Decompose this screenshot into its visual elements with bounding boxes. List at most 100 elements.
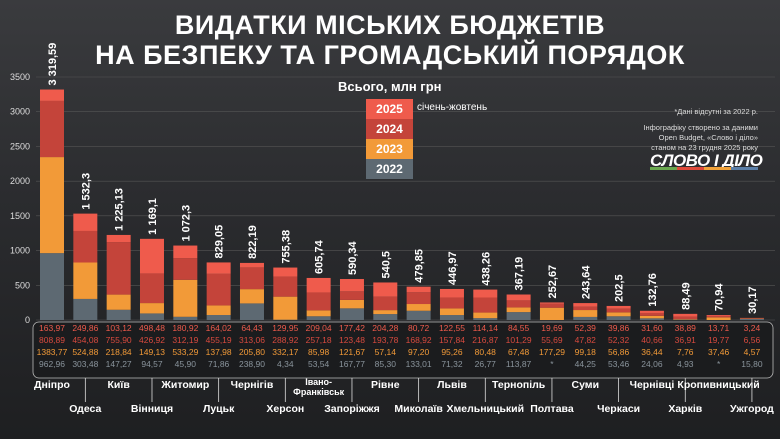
city-label: Вінниця bbox=[131, 403, 173, 415]
value-label-2022: 24,06 bbox=[641, 359, 663, 369]
value-label-2025: 19,69 bbox=[541, 323, 563, 333]
total-label: 605,74 bbox=[314, 239, 326, 274]
legend-title: Всього, млн грн bbox=[338, 79, 442, 94]
bar-segment-2024 bbox=[639, 312, 664, 316]
total-label: 252,67 bbox=[547, 265, 559, 299]
bar-segment-2024 bbox=[573, 306, 598, 311]
total-label: 1 169,1 bbox=[147, 198, 159, 235]
bar-segment-2023 bbox=[539, 307, 564, 320]
city-label: Запоріжжя bbox=[324, 403, 380, 415]
bar-segment-2022 bbox=[139, 313, 164, 320]
value-label-2025: 164,02 bbox=[206, 323, 232, 333]
legend-2023: 2023 bbox=[366, 139, 413, 159]
legend-2025: 2025 bbox=[366, 99, 413, 119]
bar-segment-2023 bbox=[639, 315, 664, 319]
bar-segment-2022 bbox=[373, 314, 398, 320]
value-table bbox=[32, 321, 774, 379]
bar-segment-2024 bbox=[406, 292, 431, 305]
bar-segment-2024 bbox=[439, 297, 464, 309]
y-tick-label: 2000 bbox=[10, 176, 30, 186]
bar-segment-2025 bbox=[439, 288, 464, 298]
city-label: Хмельницький bbox=[446, 403, 524, 415]
bar-segment-2023 bbox=[239, 289, 264, 304]
value-label-2024: 36,91 bbox=[675, 335, 697, 345]
value-label-2023: 524,88 bbox=[72, 347, 98, 357]
value-label-2024: 101,29 bbox=[506, 335, 532, 345]
value-label-2025: 249,86 bbox=[72, 323, 98, 333]
bar-segment-2024 bbox=[373, 296, 398, 311]
bar-segment-2024 bbox=[40, 100, 64, 158]
bar-segment-2022 bbox=[573, 316, 598, 320]
bar-segment-2022 bbox=[73, 298, 98, 320]
y-tick-label: 1500 bbox=[10, 211, 30, 221]
bar-segment-2025 bbox=[339, 279, 364, 292]
value-label-2025: 84,55 bbox=[508, 323, 530, 333]
value-label-2022: 238,90 bbox=[239, 359, 265, 369]
bar-segment-2024 bbox=[273, 276, 298, 297]
bar-segment-2025 bbox=[206, 262, 231, 274]
total-label: 367,19 bbox=[514, 257, 526, 291]
value-label-2025: 39,86 bbox=[608, 323, 630, 333]
value-label-2024: 55,69 bbox=[541, 335, 563, 345]
value-label-2024: 123,48 bbox=[339, 335, 365, 345]
bar-segment-2022 bbox=[506, 312, 531, 320]
bar-segment-2023 bbox=[40, 157, 64, 254]
bar-segment-2024 bbox=[173, 258, 198, 280]
city-label: Тернопіль bbox=[492, 379, 546, 391]
value-label-2022: 85,30 bbox=[375, 359, 397, 369]
value-label-2022: 45,90 bbox=[175, 359, 197, 369]
bar-segment-2025 bbox=[239, 262, 264, 268]
value-label-2022: 113,87 bbox=[506, 359, 532, 369]
value-label-2022: 44,25 bbox=[575, 359, 597, 369]
value-label-2025: 204,28 bbox=[372, 323, 398, 333]
value-label-2023: 36,44 bbox=[641, 347, 663, 357]
value-label-2024: 216,87 bbox=[472, 335, 498, 345]
source-line-2: Open Budget, «Слово і діло» bbox=[658, 133, 758, 142]
value-label-2022: 303,48 bbox=[72, 359, 98, 369]
total-label: 202,5 bbox=[614, 274, 626, 302]
source-line-1: Інфографіку створено за даними bbox=[643, 123, 758, 132]
value-label-2024: 454,08 bbox=[72, 335, 98, 345]
value-label-2024: 52,32 bbox=[608, 335, 630, 345]
total-label: 3 319,59 bbox=[47, 43, 59, 86]
bar-segment-2023 bbox=[106, 294, 131, 310]
bar-segment-2025 bbox=[306, 277, 331, 293]
bar-segment-2025 bbox=[273, 267, 298, 277]
missing-data-note: *Дані відсутні за 2022 р. bbox=[674, 107, 758, 116]
value-label-2024: 755,90 bbox=[106, 335, 132, 345]
bar-segment-2023 bbox=[273, 296, 298, 320]
bar-segment-2022 bbox=[206, 315, 231, 320]
city-label: Ужгород bbox=[730, 403, 774, 415]
city-label: Франківськ bbox=[293, 387, 344, 397]
city-label: Дніпро bbox=[34, 379, 70, 391]
value-label-2023: 4,57 bbox=[744, 347, 761, 357]
bar-segment-2023 bbox=[306, 310, 331, 317]
bar-segment-2023 bbox=[606, 312, 631, 317]
value-label-2023: 80,48 bbox=[475, 347, 497, 357]
bar-segment-2022 bbox=[439, 315, 464, 320]
bar-segment-2023 bbox=[373, 310, 398, 315]
total-label: 30,17 bbox=[747, 286, 759, 314]
source-line-3: станом на 23 грудня 2025 року bbox=[651, 143, 758, 152]
legend-2022: 2022 bbox=[366, 159, 413, 179]
bar-segment-2025 bbox=[506, 294, 531, 301]
value-label-2022: 53,54 bbox=[308, 359, 330, 369]
city-label: Львів bbox=[437, 379, 467, 391]
city-label: Черкаси bbox=[597, 403, 640, 415]
value-label-2022: * bbox=[717, 359, 721, 369]
value-label-2023: 67,48 bbox=[508, 347, 530, 357]
bar-segment-2025 bbox=[173, 245, 198, 259]
bar-segment-2024 bbox=[139, 273, 164, 304]
bar-segment-2022 bbox=[339, 308, 364, 320]
total-label: 438,26 bbox=[480, 252, 492, 286]
value-label-2024: 808,89 bbox=[39, 335, 65, 345]
value-label-2023: 56,86 bbox=[608, 347, 630, 357]
bar-segment-2022 bbox=[606, 316, 631, 320]
value-label-2022: 71,32 bbox=[441, 359, 463, 369]
city-label: Харків bbox=[668, 403, 702, 415]
bar-segment-2025 bbox=[406, 286, 431, 293]
bar-segment-2024 bbox=[239, 267, 264, 290]
value-label-2024: 40,66 bbox=[641, 335, 663, 345]
bar-segment-2022 bbox=[406, 310, 431, 320]
value-label-2024: 288,92 bbox=[272, 335, 298, 345]
